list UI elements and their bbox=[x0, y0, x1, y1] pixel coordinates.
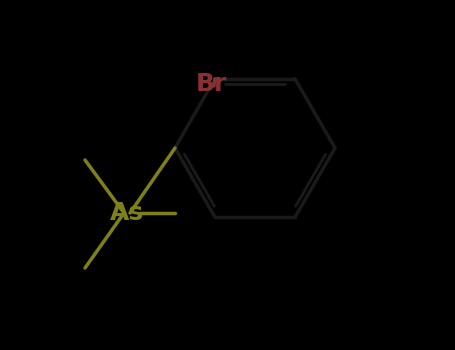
Text: As: As bbox=[110, 201, 144, 225]
Text: Br: Br bbox=[196, 72, 228, 96]
